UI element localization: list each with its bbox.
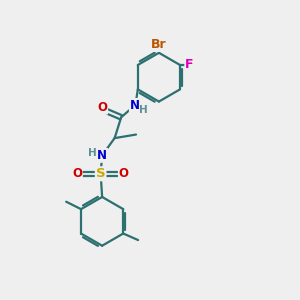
Text: Br: Br xyxy=(151,38,167,51)
Text: N: N xyxy=(130,99,140,112)
Text: O: O xyxy=(97,101,107,114)
Text: N: N xyxy=(97,149,107,162)
Text: O: O xyxy=(119,167,129,180)
Text: S: S xyxy=(96,167,106,180)
Text: O: O xyxy=(72,167,82,180)
Text: H: H xyxy=(88,148,97,158)
Text: F: F xyxy=(185,58,194,71)
Text: H: H xyxy=(140,105,148,115)
